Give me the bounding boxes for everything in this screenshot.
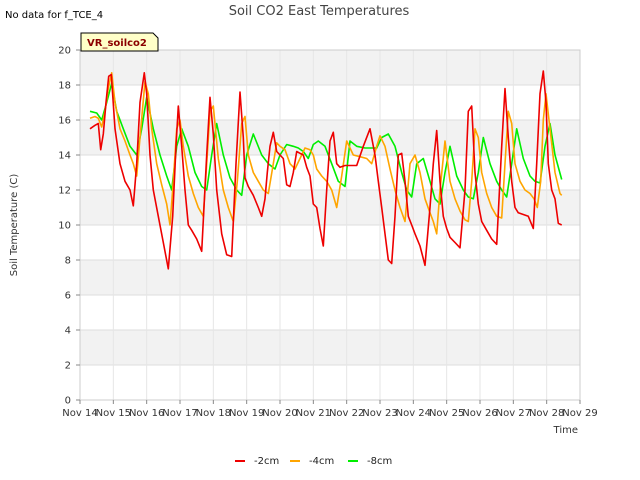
plot-background-bands [80,50,580,365]
y-tick-label: 2 [65,361,71,372]
y-tick-label: 8 [65,256,71,267]
background-band [80,190,580,225]
y-axis-label: Soil Temperature (C) [9,174,20,277]
y-tick-label: 18 [58,81,71,92]
station-badge-label: VR_soilco2 [87,38,147,49]
y-axis-ticks: 0 2 4 6 8 10 12 14 16 18 20 [58,46,80,407]
x-tick-label: Nov 25 [429,408,464,419]
y-tick-label: 20 [58,46,71,57]
x-axis-label: Time [553,425,578,436]
series-lines [89,70,563,270]
background-band [80,50,580,85]
y-tick-label: 14 [58,151,71,162]
x-tick-label: Nov 28 [529,408,564,419]
legend-label: -4cm [309,456,334,467]
nodata-notice: No data for f_TCE_4 [5,10,103,21]
x-tick-label: Nov 21 [296,408,331,419]
chart-title: Soil CO2 East Temperatures [229,4,410,19]
background-band [80,260,580,295]
x-tick-label: Nov 22 [329,408,364,419]
x-tick-label: Nov 26 [462,408,497,419]
x-tick-label: Nov 15 [96,408,131,419]
x-tick-label: Nov 23 [362,408,397,419]
gridlines [79,49,581,401]
x-tick-label: Nov 14 [62,408,97,419]
x-tick-label: Nov 19 [229,408,264,419]
y-tick-label: 16 [58,116,71,127]
y-tick-label: 0 [65,396,71,407]
x-tick-label: Nov 16 [129,408,164,419]
legend: -2cm -4cm -8cm [235,456,392,467]
station-badge-box [80,32,159,52]
y-tick-label: 12 [58,186,71,197]
series-line-2cm [89,70,563,270]
x-tick-label: Nov 17 [162,408,197,419]
station-badge: VR_soilco2 [80,32,159,52]
y-tick-label: 6 [65,291,71,302]
y-tick-label: 10 [58,221,71,232]
x-tick-label: Nov 20 [262,408,297,419]
x-tick-label: Nov 29 [562,408,597,419]
x-tick-label: Nov 24 [396,408,431,419]
y-tick-label: 4 [65,326,71,337]
x-tick-label: Nov 27 [496,408,531,419]
x-tick-label: Nov 18 [196,408,231,419]
background-band [80,330,580,365]
legend-label: -8cm [367,456,392,467]
series-line-4cm [89,72,563,235]
legend-label: -2cm [254,456,279,467]
